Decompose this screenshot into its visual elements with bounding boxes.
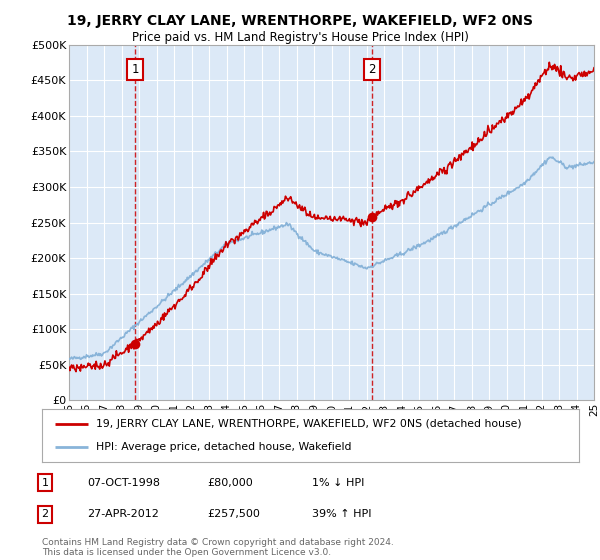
Text: 19, JERRY CLAY LANE, WRENTHORPE, WAKEFIELD, WF2 0NS (detached house): 19, JERRY CLAY LANE, WRENTHORPE, WAKEFIE… (96, 419, 521, 429)
Text: 2: 2 (41, 509, 49, 519)
Text: 39% ↑ HPI: 39% ↑ HPI (312, 509, 371, 519)
Text: £80,000: £80,000 (207, 478, 253, 488)
Text: 27-APR-2012: 27-APR-2012 (87, 509, 159, 519)
Text: 07-OCT-1998: 07-OCT-1998 (87, 478, 160, 488)
Text: Contains HM Land Registry data © Crown copyright and database right 2024.
This d: Contains HM Land Registry data © Crown c… (42, 538, 394, 557)
Text: 2: 2 (368, 63, 376, 76)
Text: £257,500: £257,500 (207, 509, 260, 519)
Text: HPI: Average price, detached house, Wakefield: HPI: Average price, detached house, Wake… (96, 442, 351, 452)
Text: 1: 1 (131, 63, 139, 76)
Text: 1% ↓ HPI: 1% ↓ HPI (312, 478, 364, 488)
Text: 19, JERRY CLAY LANE, WRENTHORPE, WAKEFIELD, WF2 0NS: 19, JERRY CLAY LANE, WRENTHORPE, WAKEFIE… (67, 14, 533, 28)
Text: Price paid vs. HM Land Registry's House Price Index (HPI): Price paid vs. HM Land Registry's House … (131, 31, 469, 44)
Text: 1: 1 (41, 478, 49, 488)
